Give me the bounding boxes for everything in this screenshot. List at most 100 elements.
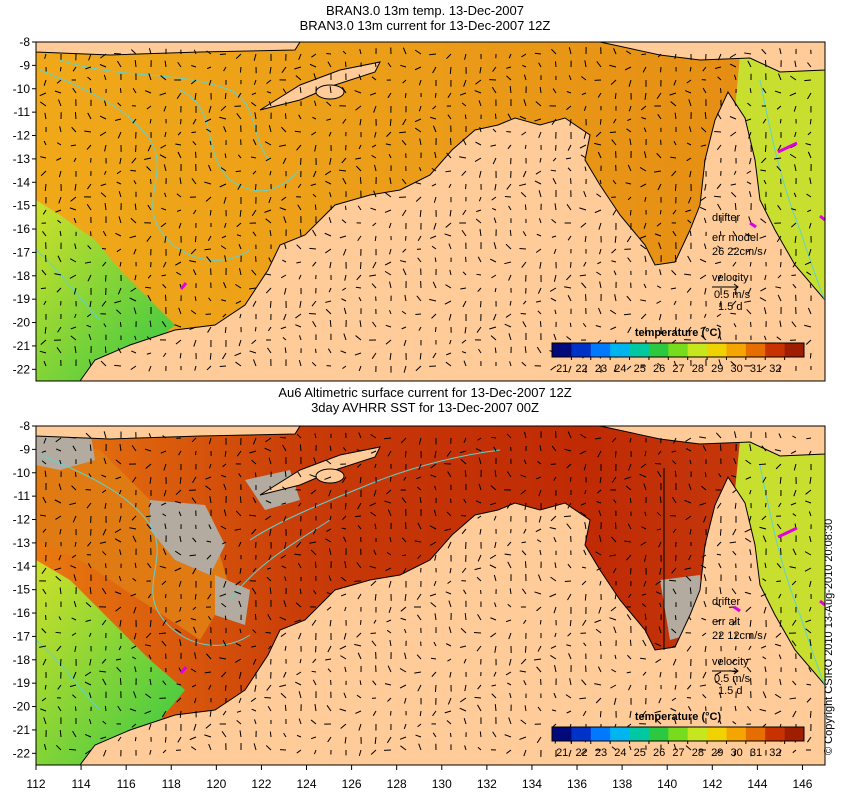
current-arrow <box>192 140 197 146</box>
lat-tick-label: -8 <box>19 419 30 433</box>
current-arrow <box>250 102 257 107</box>
current-arrow <box>237 183 242 190</box>
current-arrow <box>524 204 527 211</box>
current-arrow <box>89 300 92 308</box>
current-arrow <box>536 606 542 612</box>
current-arrow <box>372 680 377 686</box>
current-arrow <box>55 515 62 520</box>
current-arrow <box>265 745 272 751</box>
current-arrow <box>717 203 722 211</box>
current-arrow <box>685 745 692 751</box>
current-arrow <box>265 437 272 443</box>
current-arrow <box>599 476 602 484</box>
current-arrow <box>133 632 137 640</box>
current-arrow <box>387 92 392 99</box>
current-arrow <box>311 670 317 673</box>
current-arrow <box>791 619 797 626</box>
current-arrow <box>749 549 752 556</box>
colorbar-tick-label: 31 <box>750 747 762 759</box>
current-arrow <box>266 79 272 85</box>
current-arrow <box>462 138 467 146</box>
current-arrow <box>57 684 62 690</box>
current-arrow <box>146 336 152 341</box>
current-arrow <box>179 606 182 612</box>
current-arrow <box>445 361 452 367</box>
current-arrow <box>734 502 737 509</box>
panel1-map <box>35 41 826 382</box>
current-arrow <box>56 142 62 146</box>
current-arrow <box>716 112 722 120</box>
current-arrow <box>763 335 767 341</box>
lon-tick-label: 130 <box>432 777 452 791</box>
current-arrow <box>609 309 617 315</box>
lon-tick-label: 118 <box>162 777 181 791</box>
current-arrow <box>449 567 452 574</box>
current-arrow <box>310 736 317 740</box>
current-arrow <box>745 118 752 122</box>
lat-tick-label: -18 <box>13 653 31 667</box>
current-arrow <box>69 207 77 211</box>
current-arrow <box>614 654 617 660</box>
current-arrow <box>745 476 752 480</box>
current-arrow <box>534 180 542 185</box>
current-arrow <box>208 437 212 445</box>
current-arrow <box>162 513 167 517</box>
current-arrow <box>596 489 602 494</box>
current-arrow <box>522 321 527 328</box>
current-arrow <box>238 473 242 478</box>
current-arrow <box>643 222 647 229</box>
current-arrow <box>550 645 557 649</box>
current-arrow <box>598 222 602 230</box>
current-arrow <box>464 613 467 621</box>
current-arrow <box>176 193 182 198</box>
lat-tick-label: -20 <box>13 700 31 714</box>
current-arrow <box>567 295 572 302</box>
current-arrow <box>294 619 302 623</box>
current-arrow <box>254 719 257 725</box>
current-arrow <box>359 49 362 55</box>
current-arrow <box>327 348 332 354</box>
current-arrow <box>385 567 392 572</box>
current-arrow <box>689 66 692 72</box>
current-arrow <box>538 62 542 68</box>
lat-tick-label: -14 <box>13 559 31 573</box>
current-arrow <box>654 710 662 714</box>
current-arrow <box>71 632 77 637</box>
current-arrow <box>372 321 377 328</box>
current-arrow <box>640 313 647 320</box>
current-arrow <box>703 600 707 608</box>
current-arrow <box>160 144 167 149</box>
current-arrow <box>597 450 602 458</box>
lat-tick-label: -19 <box>13 676 31 690</box>
current-arrow <box>235 53 242 60</box>
current-arrow <box>280 554 287 559</box>
current-arrow <box>779 320 782 328</box>
current-arrow <box>597 666 602 673</box>
current-arrow <box>537 645 542 652</box>
current-arrow <box>118 575 122 582</box>
current-arrow <box>655 658 662 664</box>
current-arrow <box>357 235 362 242</box>
current-arrow <box>400 64 407 68</box>
current-arrow <box>804 324 812 328</box>
current-arrow <box>86 203 92 211</box>
current-arrow <box>252 437 257 445</box>
current-arrow <box>42 658 47 666</box>
current-arrow <box>41 269 47 276</box>
lat-tick-label: -18 <box>13 269 31 283</box>
current-arrow <box>117 347 122 354</box>
current-arrow <box>221 671 227 678</box>
current-arrow <box>205 723 212 729</box>
current-arrow <box>179 177 182 185</box>
current-arrow <box>534 52 542 55</box>
lon-tick-label: 128 <box>387 777 407 791</box>
current-arrow <box>566 274 572 281</box>
current-arrow <box>672 528 677 533</box>
current-arrow <box>414 66 422 71</box>
current-arrow <box>568 365 572 373</box>
current-arrow <box>86 324 92 328</box>
current-arrow <box>732 230 737 237</box>
current-arrow <box>583 190 587 198</box>
current-arrow <box>119 678 122 686</box>
current-arrow <box>464 114 467 120</box>
